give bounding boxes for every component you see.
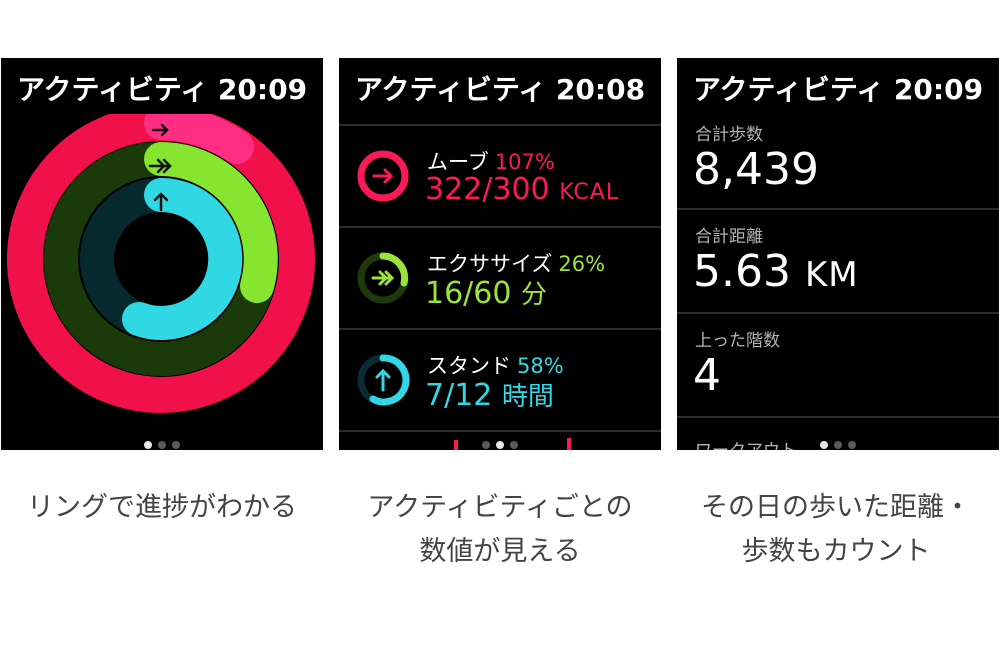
activity-name: ムーブ [427, 150, 489, 174]
page-dot[interactable] [144, 441, 152, 449]
activity-unit: 分 [521, 280, 548, 310]
activity-percent: 107% [494, 150, 555, 174]
stand-ring-icon [357, 354, 410, 406]
caption-line: 歩数もカウント [741, 536, 931, 567]
caption-line: その日の歩いた距離・ [701, 492, 971, 523]
workout-stat: ワークアウト [677, 416, 999, 450]
page-dot[interactable] [496, 441, 504, 449]
stat-label: 合計歩数 [695, 125, 763, 145]
activity-name: スタンド [427, 354, 511, 378]
activity-unit: KCAL [559, 180, 620, 205]
stat-value: 8,439 [693, 144, 819, 195]
page-indicator [677, 434, 999, 449]
caption-detail: アクティビティごとの 数値が見える [329, 486, 671, 574]
arrow-up-icon [153, 192, 169, 212]
activity-value: 7/12 [425, 378, 493, 413]
arrow-right-icon [372, 168, 394, 184]
arrow-up-icon [375, 368, 391, 392]
caption-totals: その日の歩いた距離・ 歩数もカウント [672, 486, 1000, 574]
activity-totals-screen: アクティビティ 20:09 合計歩数 8,439 合計距離 5.63 KM 上っ… [677, 58, 999, 450]
page-indicator [339, 434, 661, 449]
exercise-row[interactable]: エクササイズ 26% 16/60 分 [339, 226, 661, 328]
screen-title: アクティビティ 20:09 [692, 73, 984, 106]
double-arrow-right-icon [148, 158, 172, 174]
screen-title: アクティビティ 20:09 [16, 73, 308, 106]
page-dot[interactable] [510, 441, 518, 449]
distance-stat: 合計距離 5.63 KM [677, 208, 999, 314]
exercise-ring [144, 142, 278, 303]
stat-label: ワークアウト [695, 436, 797, 450]
page-indicator [1, 434, 323, 449]
stat-unit: KM [804, 255, 859, 295]
steps-stat: 合計歩数 8,439 [677, 108, 999, 208]
activity-percent: 26% [558, 252, 606, 276]
stand-ring [122, 177, 243, 340]
caption-line: アクティビティごとの [367, 492, 633, 523]
stat-value: 5.63 [693, 246, 791, 297]
screen-title: アクティビティ 20:08 [354, 73, 646, 106]
chart-bar [454, 440, 458, 450]
page-dot[interactable] [482, 441, 490, 449]
page-dot[interactable] [158, 441, 166, 449]
exercise-ring-icon [357, 252, 409, 304]
activity-rings [7, 114, 315, 413]
activity-unit: 時間 [501, 382, 554, 412]
move-row[interactable]: ムーブ 107% 322/300 KCAL [339, 124, 661, 226]
chart-bar [567, 438, 571, 450]
activity-rings-screen: アクティビティ 20:09 [1, 58, 323, 450]
move-ring-overlap [144, 114, 254, 164]
move-ring-icon [357, 150, 409, 202]
stat-label: 合計距離 [695, 227, 763, 247]
activity-detail-screen: アクティビティ 20:08 ムーブ 107% 322/300 KCAL エクササイ… [339, 58, 661, 450]
page-dot[interactable] [820, 441, 828, 449]
activity-value: 322/300 [425, 172, 550, 207]
activity-percent: 58% [517, 354, 564, 378]
page-dot[interactable] [172, 441, 180, 449]
stat-label: 上った階数 [695, 331, 780, 351]
double-arrow-right-icon [371, 270, 395, 286]
caption-line: 数値が見える [419, 536, 581, 567]
caption-rings: リングで進捗がわかる [27, 492, 297, 523]
activity-value: 16/60 [425, 276, 512, 311]
stand-row[interactable]: スタンド 58% 7/12 時間 [339, 328, 661, 430]
stat-value: 4 [693, 350, 721, 401]
activity-name: エクササイズ [427, 252, 553, 276]
page-dot[interactable] [834, 441, 842, 449]
next-row-peek [339, 430, 661, 450]
page-dot[interactable] [848, 441, 856, 449]
arrow-right-icon [151, 123, 169, 137]
floors-stat: 上った階数 4 [677, 312, 999, 418]
